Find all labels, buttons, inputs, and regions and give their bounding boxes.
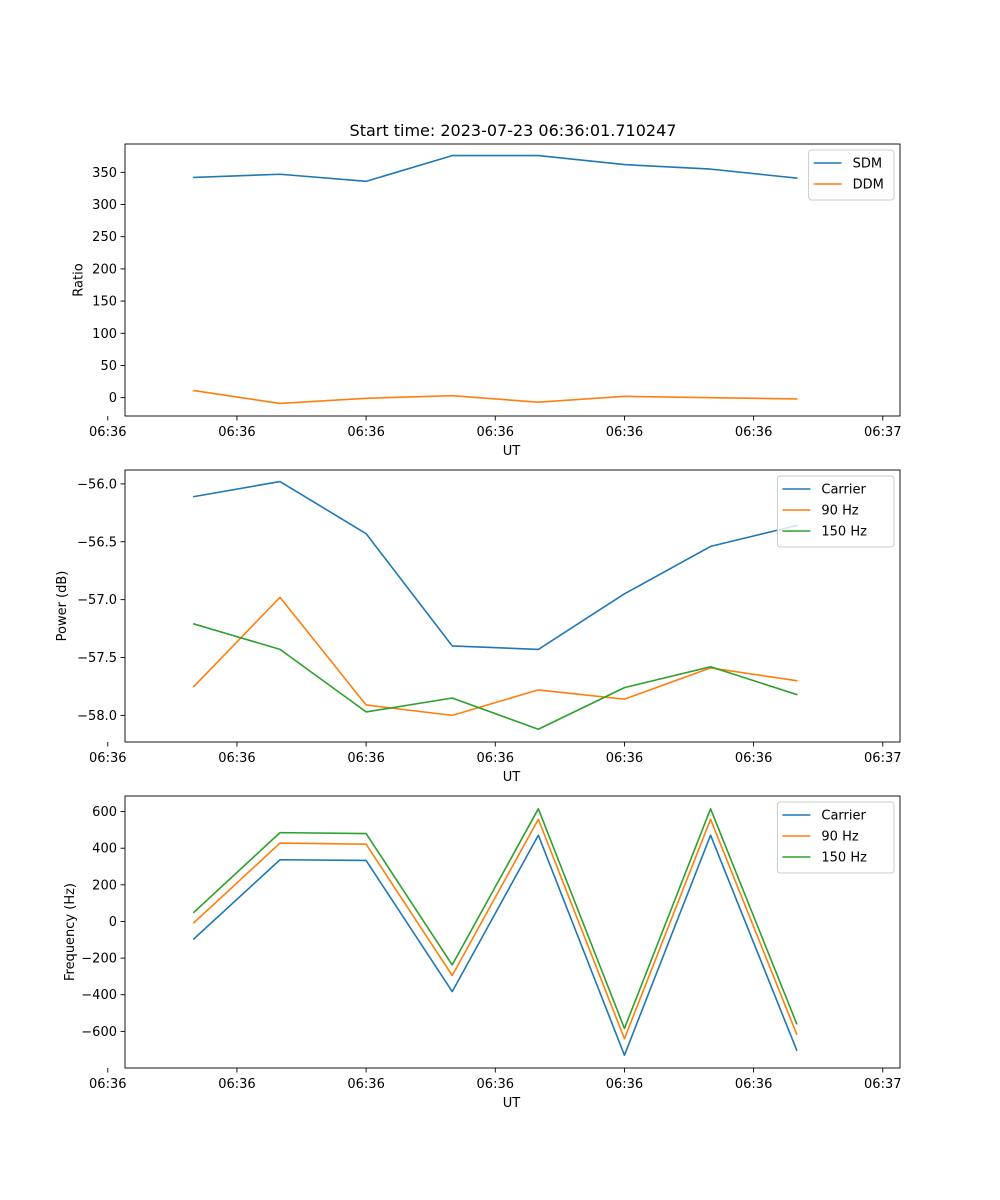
frequency-y-tick-label: −600 [81, 1025, 117, 1040]
power-y-tick-label: −56.0 [77, 477, 117, 492]
ratio-series-sdm-line [193, 154, 798, 183]
power-x-axis-label: UT [503, 770, 521, 785]
frequency-x-tick-label: 06:36 [477, 1077, 514, 1092]
ratio-subplot: 06:36 06:36 06:36 06:36 06:36 06:36 06:37 0 50 10… [71, 143, 902, 459]
frequency-legend-label: 150 Hz [821, 851, 867, 866]
ratio-x-tick-label: 06:37 [864, 425, 901, 440]
ratio-axes-frame [124, 143, 901, 417]
power-x-tick-label: 06:36 [735, 751, 772, 766]
frequency-x-tick-label: 06:36 [735, 1077, 772, 1092]
subplots: 06:36 06:36 06:36 06:36 06:36 06:36 06:37 0 50 10… [55, 143, 902, 1111]
ratio-x-tick-label: 06:36 [606, 425, 643, 440]
power-x-tick-label: 06:36 [218, 751, 255, 766]
ratio-series-ddm-line [192, 389, 798, 405]
frequency-series-carrier-line [192, 834, 798, 1056]
ratio-legend-label: DDM [853, 178, 884, 193]
ratio-x-tick-label: 06:36 [477, 425, 514, 440]
ratio-y-tick-label: 50 [100, 359, 117, 374]
frequency-x-axis-label: UT [503, 1096, 521, 1111]
frequency-x-tick-label: 06:36 [218, 1077, 255, 1092]
frequency-series-150-hz-line [192, 808, 798, 1030]
power-axes-frame [124, 469, 901, 743]
frequency-y-tick-label: 200 [92, 878, 117, 893]
ratio-y-axis-label: Ratio [71, 263, 86, 296]
power-x-tick-label: 06:36 [89, 751, 126, 766]
power-y-tick-label: −58.0 [77, 709, 117, 724]
power-series-90-hz-line [192, 596, 798, 717]
power-subplot: 06:36 06:36 06:36 06:36 06:36 06:36 06:37 −58.0… [55, 469, 902, 785]
power-x-tick-label: 06:36 [347, 751, 384, 766]
frequency-y-tick-label: 0 [109, 915, 117, 930]
power-series-150-hz-line [192, 622, 798, 731]
ratio-legend: SDM DDM [808, 149, 895, 201]
frequency-y-tick-label: 400 [92, 842, 117, 857]
frequency-y-tick-label: −200 [81, 952, 117, 967]
chart-title: Start time: 2023-07-23 06:36:01.710247 [350, 121, 677, 140]
ratio-x-tick-label: 06:36 [735, 425, 772, 440]
power-legend-label: 90 Hz [821, 504, 858, 519]
frequency-legend-label: Carrier [821, 809, 866, 824]
power-x-tick-label: 06:36 [606, 751, 643, 766]
ratio-y-tick-label: 350 [92, 166, 117, 181]
power-legend-label: Carrier [821, 483, 866, 498]
ratio-x-tick-label: 06:36 [89, 425, 126, 440]
frequency-x-tick-label: 06:36 [347, 1077, 384, 1092]
power-legend: Carrier 90 Hz 150 Hz [776, 475, 895, 548]
frequency-y-tick-label: 600 [92, 805, 117, 820]
ratio-y-tick-label: 150 [92, 295, 117, 310]
power-legend-label: 150 Hz [821, 525, 867, 540]
power-series-carrier-line [192, 480, 798, 651]
ratio-y-tick-label: 0 [109, 391, 117, 406]
ratio-x-axis-label: UT [503, 444, 521, 459]
frequency-subplot: 06:36 06:36 06:36 06:36 06:36 06:36 06:37 −600 −… [63, 795, 902, 1111]
power-y-tick-label: −56.5 [77, 535, 117, 550]
frequency-y-tick-label: −400 [81, 988, 117, 1003]
ratio-y-tick-label: 100 [92, 327, 117, 342]
ratio-legend-label: SDM [853, 157, 882, 172]
frequency-x-tick-label: 06:37 [864, 1077, 901, 1092]
frequency-legend-box [776, 801, 895, 874]
power-x-tick-label: 06:37 [864, 751, 901, 766]
power-y-tick-label: −57.5 [77, 651, 117, 666]
power-y-axis-label: Power (dB) [55, 571, 70, 642]
frequency-legend: Carrier 90 Hz 150 Hz [776, 801, 895, 874]
ratio-y-tick-label: 250 [92, 230, 117, 245]
ratio-y-tick-label: 300 [92, 198, 117, 213]
frequency-legend-label: 90 Hz [821, 830, 858, 845]
frequency-y-axis-label: Frequency (Hz) [63, 883, 78, 981]
ratio-x-tick-label: 06:36 [218, 425, 255, 440]
frequency-series-90-hz-line [192, 818, 798, 1040]
power-x-tick-label: 06:36 [477, 751, 514, 766]
frequency-axes-frame [124, 795, 901, 1069]
frequency-x-tick-label: 06:36 [89, 1077, 126, 1092]
frequency-x-tick-label: 06:36 [606, 1077, 643, 1092]
power-y-tick-label: −57.0 [77, 593, 117, 608]
ratio-y-tick-label: 200 [92, 262, 117, 277]
ratio-x-tick-label: 06:36 [347, 425, 384, 440]
power-legend-box [776, 475, 895, 548]
